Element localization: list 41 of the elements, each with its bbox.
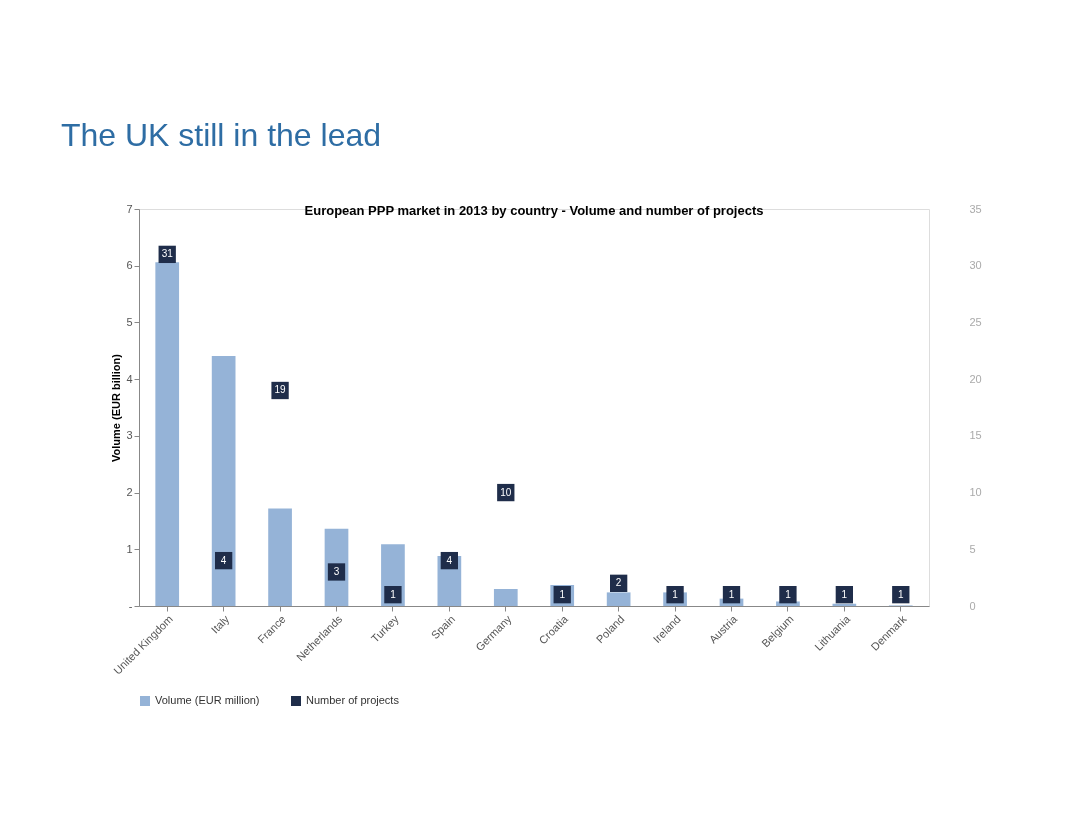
chart-title: The UK still in the lead — [60, 117, 382, 153]
data-label: 4 — [446, 554, 453, 566]
y2-tick-label: 25 — [969, 315, 982, 328]
data-label: 1 — [728, 588, 735, 600]
x-tick-label: Italy — [208, 612, 232, 636]
y-tick-label: 3 — [126, 429, 133, 442]
y2-tick-label: 30 — [969, 259, 982, 272]
y-tick-label: 4 — [126, 372, 133, 385]
chart-subtitle: European PPP market in 2013 by country - Volume and number of projects — [304, 203, 764, 218]
y-tick-label: 1 — [126, 542, 133, 555]
bar — [211, 355, 236, 606]
y2-tick-label: 20 — [969, 372, 982, 385]
data-label: 10 — [500, 486, 512, 498]
data-label: 1 — [841, 588, 848, 600]
data-label: 31 — [161, 248, 174, 260]
data-label: 3 — [333, 565, 340, 577]
bar — [155, 262, 180, 606]
data-label: 1 — [898, 588, 904, 600]
y-tick-label: 7 — [126, 202, 133, 215]
y-axis-title: Volume (EUR billion) — [110, 353, 123, 462]
y-tick-label: 5 — [126, 315, 133, 328]
data-label: 1 — [390, 588, 397, 600]
data-label: 1 — [672, 588, 679, 600]
data-label: 1 — [785, 588, 792, 600]
bar — [493, 588, 518, 606]
y2-tick-label: 10 — [969, 486, 982, 499]
data-label: 19 — [274, 384, 287, 396]
y-tick-label: 6 — [126, 259, 133, 272]
data-label: 4 — [220, 554, 227, 566]
y2-tick-label: 0 — [969, 599, 976, 612]
y-tick-label: - — [128, 599, 133, 612]
bar — [268, 508, 292, 606]
y2-tick-label: 35 — [969, 202, 982, 215]
y-tick-label: 2 — [126, 486, 133, 499]
y2-tick-label: 15 — [969, 429, 982, 442]
bar — [606, 592, 631, 606]
legend-label: Volume (EUR million) — [155, 694, 260, 706]
data-label: 2 — [615, 577, 622, 589]
data-label: 1 — [559, 588, 566, 600]
y2-tick-label: 5 — [969, 542, 976, 555]
legend-label: Number of projects — [306, 694, 400, 706]
